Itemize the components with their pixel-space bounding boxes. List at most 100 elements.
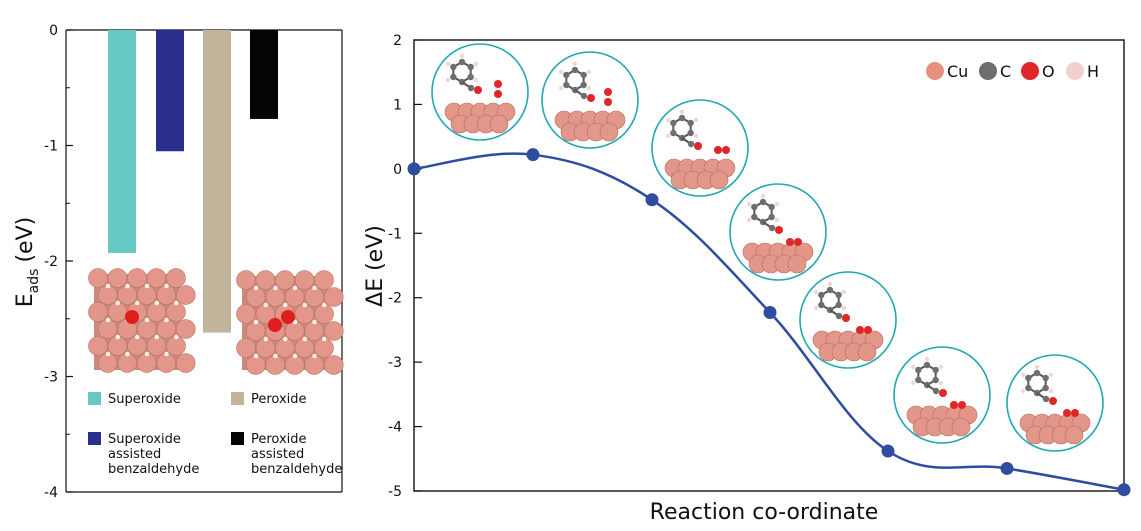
bar-superoxide: [108, 30, 136, 253]
oxygen-atom: [794, 238, 802, 246]
surface-site: [115, 300, 121, 306]
carbon-atom: [1042, 374, 1049, 382]
oxygen-atom: [587, 94, 595, 102]
hydrogen-atom: [1048, 388, 1054, 394]
carbon-atom: [563, 71, 570, 79]
data-point: [645, 193, 659, 207]
energy-profile-chart: 2 1 0 -1 -2 -3 -4 -5 ΔE (eV) Reaction co-ordina…: [363, 33, 1131, 525]
right-x-axis-label: Reaction co-ordinate: [650, 500, 879, 525]
cu-atom: [117, 353, 138, 373]
legend-label: Peroxide: [251, 432, 307, 447]
cu-atom: [136, 285, 157, 305]
oxygen-atom: [775, 226, 783, 234]
cu-atom: [275, 338, 295, 358]
left-y-tick-label: -1: [44, 139, 58, 155]
hydrogen-atom: [774, 201, 780, 207]
hydrogen-atom: [938, 380, 944, 386]
carbon-atom: [563, 81, 570, 89]
cu-atom: [175, 319, 196, 339]
surface-site: [134, 300, 140, 306]
carbon-atom: [678, 114, 686, 122]
carbon-atom: [835, 291, 842, 299]
right-y-tick-label: 2: [393, 33, 402, 49]
surface-site: [273, 353, 278, 359]
surface-site: [282, 336, 288, 342]
right-y-tick-label: -5: [388, 484, 402, 500]
carbon-atom: [467, 73, 474, 81]
oxygen-atom: [494, 80, 502, 88]
carbon-atom: [768, 213, 775, 221]
cu-atom: [323, 287, 344, 307]
carbon-atom: [759, 198, 767, 206]
cu-atom: [1064, 425, 1084, 445]
oxygen-atom: [474, 86, 482, 94]
cu-atom: [709, 170, 729, 190]
carbon-atom: [1042, 384, 1049, 392]
carbon-atom: [932, 387, 940, 395]
structure-snapshot: [729, 183, 827, 281]
cu-atom: [107, 268, 128, 288]
cu-atom: [117, 285, 138, 305]
oxygen-atom: [125, 310, 139, 324]
surface-site: [321, 302, 327, 308]
hydrogen-atom: [473, 61, 479, 67]
cu-atom: [304, 321, 325, 341]
carbon-atom: [835, 312, 843, 320]
cu-atom: [107, 336, 128, 356]
legend-label: assisted: [251, 447, 304, 462]
structure-snapshot: [431, 43, 529, 141]
cu-atom: [156, 319, 177, 339]
cu-atom: [787, 254, 807, 274]
carbon-atom: [467, 84, 475, 92]
surface-site: [292, 285, 298, 291]
legend-swatch: [88, 392, 101, 405]
cu-atom: [245, 321, 266, 341]
carbon-atom: [450, 63, 457, 71]
ylabel-main: E: [13, 293, 38, 307]
surface-site: [144, 317, 150, 323]
surface-site: [312, 353, 317, 359]
cu-atom: [88, 336, 108, 356]
left-legend: SuperoxideSuperoxideassistedbenzaldehyde…: [88, 392, 342, 477]
cu-atom: [323, 321, 344, 341]
surface-site: [302, 336, 308, 342]
right-y-tick-label: -1: [388, 226, 402, 242]
surface-site: [164, 283, 169, 289]
hydrogen-atom: [693, 133, 699, 139]
oxygen-atom: [786, 238, 794, 246]
hydrogen-atom: [746, 217, 752, 223]
carbon-atom: [458, 58, 466, 66]
hydrogen-atom: [910, 380, 916, 386]
carbon-atom: [932, 366, 939, 374]
carbon-atom: [915, 376, 922, 384]
hydrogen-atom: [1048, 372, 1054, 378]
data-point: [881, 444, 895, 458]
carbon-atom: [670, 119, 677, 127]
carbon-atom: [1042, 395, 1050, 403]
legend-atom-icon: [1021, 62, 1039, 80]
cu-atom: [175, 285, 196, 305]
hydrogen-atom: [924, 356, 930, 362]
legend-label: benzaldehyde: [108, 462, 199, 477]
cu-atom: [236, 270, 256, 290]
cu-atom: [323, 355, 344, 375]
surface-site: [134, 334, 140, 340]
surface-site: [105, 351, 111, 357]
left-y-tick-label: -3: [44, 370, 58, 386]
cu-atom: [265, 355, 286, 375]
surface-site: [173, 334, 179, 340]
surface-site: [144, 283, 150, 289]
cu-atom: [951, 417, 971, 437]
structure-snapshot: [799, 271, 897, 369]
cu-atom: [175, 353, 196, 373]
carbon-atom: [571, 66, 579, 74]
oxygen-atom: [1049, 397, 1057, 405]
cu-atom: [136, 319, 157, 339]
cu-atom: [255, 270, 276, 290]
legend-swatch: [231, 432, 244, 445]
surface-site: [263, 336, 269, 342]
oxygen-atom: [494, 90, 502, 98]
oxygen-atom: [694, 142, 702, 150]
carbon-atom: [580, 92, 588, 100]
